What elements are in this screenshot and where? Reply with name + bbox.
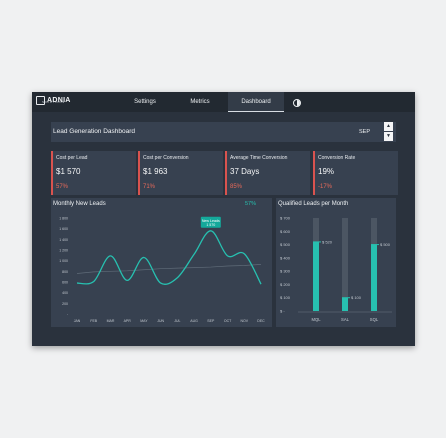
- y-tick-label: 1 800: [59, 217, 68, 221]
- data-point: [244, 253, 245, 254]
- x-tick-label: OCT: [224, 319, 232, 323]
- panel-summary: 57%: [245, 201, 257, 207]
- bar-value-label: $ 500: [380, 242, 391, 247]
- x-tick-label: NOV: [240, 319, 248, 323]
- kpi-value: $1 963: [143, 167, 168, 176]
- kpi-value: 19%: [318, 167, 335, 176]
- qualified-leads-chart: $ 700 $ 600 $ 500 $ 400 $ 300 $ 200 $ 100 $ - $ …: [280, 216, 392, 322]
- qualified-leads-panel: Qualified Leads per Month $ 700 $ 600 $ 50…: [276, 198, 396, 327]
- data-point: [143, 257, 144, 258]
- tab-dashboard[interactable]: Dashboard: [228, 92, 284, 112]
- logo-name: ADNIA: [47, 97, 71, 104]
- kpi-value: $1 570: [56, 167, 81, 176]
- bar-mql: [313, 241, 319, 311]
- monthly-new-leads-chart: 1 800 1 600 1 400 1 200 1 000 800 600 400 200 - JA…: [59, 216, 265, 324]
- logo-mark-icon: [36, 96, 45, 105]
- highlight-tooltip: [200, 216, 221, 228]
- x-tick-label: MQL: [311, 317, 321, 322]
- y-tick-label: $ 200: [280, 282, 291, 287]
- kpi-change: 57%: [56, 184, 69, 190]
- x-tick-label: SEP: [207, 319, 215, 323]
- kpi-label: Average Time Conversion: [230, 155, 288, 161]
- kpi-change: 85%: [230, 184, 243, 190]
- highlight-label: New Leads: [202, 219, 220, 223]
- x-tick-label: MAY: [140, 319, 148, 323]
- y-tick-label: 200: [62, 302, 68, 306]
- data-point: [177, 277, 178, 278]
- kpi-average-time-conversion: Average Time Conversion 37 Days 85%: [225, 151, 310, 195]
- x-tick-label: SAL: [341, 317, 350, 322]
- page-title: Lead Generation Dashboard: [53, 128, 136, 135]
- data-point: [93, 281, 94, 282]
- selected-month: SEP: [359, 129, 371, 135]
- y-tick-label: $ 100: [280, 295, 291, 300]
- contrast-icon[interactable]: [293, 99, 301, 107]
- data-point: [210, 230, 211, 231]
- data-point: [193, 254, 194, 255]
- y-tick-label: 1 000: [59, 259, 68, 263]
- x-tick-label: SQL: [370, 317, 379, 322]
- data-point: [110, 255, 111, 256]
- logo-subtitle: SOLUTIONS: [42, 100, 65, 104]
- y-tick-label: $ 300: [280, 269, 291, 274]
- top-navigation-bar: ADNIA SOLUTIONS Settings Metrics Dashboa…: [32, 92, 415, 112]
- kpi-change: -17%: [318, 184, 333, 190]
- x-tick-label: APR: [124, 319, 132, 323]
- logo: ADNIA: [36, 96, 71, 105]
- kpi-cost-per-conversion: Cost per Conversion $1 963 71%: [138, 151, 223, 195]
- kpi-value: 37 Days: [230, 167, 260, 176]
- y-tick-label: 800: [62, 270, 68, 274]
- data-point: [127, 280, 128, 281]
- kpi-label: Cost per Conversion: [143, 155, 189, 161]
- data-point: [227, 255, 228, 256]
- y-tick-label: 1 400: [59, 238, 68, 242]
- panel-title: Monthly New Leads: [53, 201, 106, 207]
- y-tick-label: -: [67, 313, 69, 317]
- data-point: [260, 284, 261, 285]
- kpi-label: Cost per Lead: [56, 155, 88, 161]
- month-spinner: ▲ ▼: [384, 122, 394, 142]
- bar-value-label: $ 100: [351, 295, 362, 300]
- y-tick-label: 1 600: [59, 227, 68, 231]
- y-tick-label: $ 700: [280, 216, 291, 221]
- data-point: [160, 282, 161, 283]
- y-tick-label: $ -: [280, 309, 285, 314]
- kpi-change: 71%: [143, 184, 156, 190]
- panel-title: Qualified Leads per Month: [278, 201, 349, 207]
- kpi-cost-per-lead: Cost per Lead $1 570 57%: [51, 151, 136, 195]
- new-leads-series-line: [76, 230, 262, 285]
- bar-sql: [371, 244, 377, 311]
- x-tick-label: DEC: [257, 319, 265, 323]
- x-tick-label: FEB: [90, 319, 97, 323]
- target-trend-line: [76, 264, 262, 274]
- x-tick-label: MAR: [107, 319, 115, 323]
- data-point: [76, 282, 77, 283]
- y-tick-label: 400: [62, 291, 68, 295]
- monthly-new-leads-panel: Monthly New Leads 57% 1 800 1 600 1 400 1 2…: [51, 198, 272, 327]
- y-tick-label: $ 600: [280, 229, 291, 234]
- tab-settings[interactable]: Settings: [134, 99, 156, 105]
- x-tick-label: JUN: [157, 319, 164, 323]
- bar-sal: [342, 297, 348, 311]
- kpi-conversion-rate: Conversion Rate 19% -17%: [313, 151, 398, 195]
- highlight-value: 1 570: [206, 223, 215, 227]
- y-tick-label: $ 400: [280, 255, 291, 260]
- y-tick-label: 1 200: [59, 249, 68, 253]
- y-tick-label: 600: [62, 281, 68, 285]
- kpi-label: Conversion Rate: [318, 155, 356, 161]
- tab-metrics[interactable]: Metrics: [190, 99, 210, 105]
- x-tick-label: AUG: [190, 319, 198, 323]
- bar-value-label: $ 520: [322, 239, 333, 244]
- caret-down-icon[interactable]: ▼: [384, 132, 393, 141]
- bar-background: [342, 218, 348, 311]
- dashboard-window: ADNIA SOLUTIONS Settings Metrics Dashboa…: [32, 92, 415, 346]
- page-title-bar: Lead Generation Dashboard SEP: [51, 122, 396, 142]
- x-tick-label: JUL: [174, 319, 180, 323]
- y-tick-label: $ 500: [280, 242, 291, 247]
- x-tick-label: JAN: [74, 319, 81, 323]
- caret-up-icon[interactable]: ▲: [384, 122, 393, 131]
